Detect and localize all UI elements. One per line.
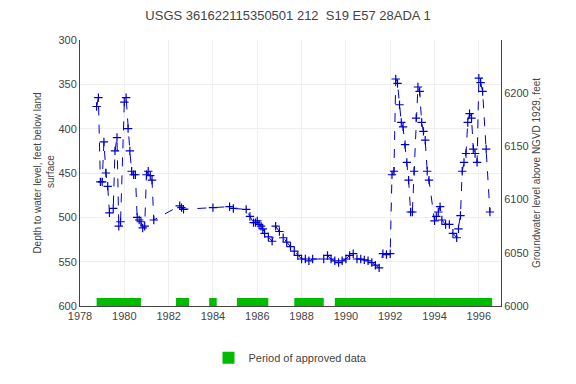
svg-text:Period of approved data: Period of approved data xyxy=(249,352,367,364)
svg-text:1986: 1986 xyxy=(245,310,269,322)
svg-text:350: 350 xyxy=(58,78,76,90)
svg-text:6050: 6050 xyxy=(504,247,528,259)
svg-text:USGS 361622115350501 212 S19: USGS 361622115350501 212 S19 E57 28ADA 1 xyxy=(145,8,430,23)
svg-text:6150: 6150 xyxy=(504,140,528,152)
svg-text:Depth to water level, feet bel: Depth to water level, feet below land su… xyxy=(32,92,56,253)
svg-text:6000: 6000 xyxy=(504,300,528,312)
svg-text:500: 500 xyxy=(58,211,76,223)
svg-text:1988: 1988 xyxy=(289,310,313,322)
svg-text:400: 400 xyxy=(58,123,76,135)
svg-text:1994: 1994 xyxy=(422,310,446,322)
svg-text:450: 450 xyxy=(58,167,76,179)
svg-text:1990: 1990 xyxy=(334,310,358,322)
svg-text:1982: 1982 xyxy=(156,310,180,322)
svg-text:1996: 1996 xyxy=(467,310,491,322)
svg-text:6100: 6100 xyxy=(504,193,528,205)
svg-text:Groundwater level above NGVD 1: Groundwater level above NGVD 1929, feet xyxy=(531,78,542,268)
svg-text:600: 600 xyxy=(58,300,76,312)
svg-text:1980: 1980 xyxy=(112,310,136,322)
svg-text:1978: 1978 xyxy=(68,310,92,322)
svg-text:550: 550 xyxy=(58,256,76,268)
svg-text:1984: 1984 xyxy=(201,310,225,322)
svg-text:1992: 1992 xyxy=(378,310,402,322)
svg-text:6200: 6200 xyxy=(504,87,528,99)
svg-text:300: 300 xyxy=(58,34,76,46)
